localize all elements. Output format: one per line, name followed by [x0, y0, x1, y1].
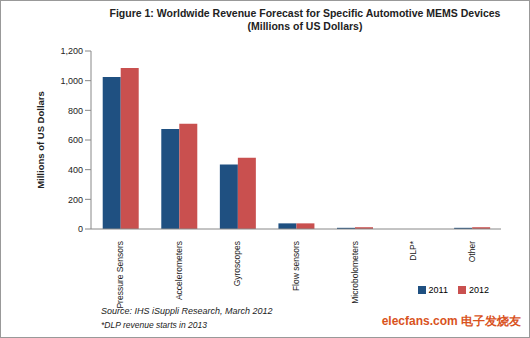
- svg-text:200: 200: [68, 195, 83, 205]
- html-text:2012: 2012: [469, 285, 489, 295]
- svg-text:Flow sensors: Flow sensors: [291, 241, 301, 291]
- svg-text:Accelerometers: Accelerometers: [174, 241, 184, 300]
- html-text:*DLP revenue starts in 2013: *DLP revenue starts in 2013: [101, 320, 207, 330]
- svg-text:400: 400: [68, 165, 83, 175]
- svg-text:Microbolometers: Microbolometers: [350, 241, 360, 304]
- svg-text:1,200: 1,200: [60, 46, 83, 56]
- svg-text:0: 0: [78, 224, 83, 234]
- svg-text:800: 800: [68, 106, 83, 116]
- html-text:Source: IHS iSuppli Research,: Source: IHS iSuppli Research, March 2012: [101, 306, 273, 316]
- svg-text:DLP*: DLP*: [408, 240, 418, 261]
- html-text:Figure 1: Worldwide Revenue Fo: Figure 1: Worldwide Revenue Forecast for…: [109, 7, 501, 19]
- svg-text:600: 600: [68, 135, 83, 145]
- svg-text:Millions of US Dollars: Millions of US Dollars: [35, 91, 46, 189]
- html-text:2011: 2011: [428, 285, 448, 295]
- svg-text:1,000: 1,000: [60, 76, 83, 86]
- html-text:elecfans.com 电子发烧友: elecfans.com 电子发烧友: [381, 314, 521, 328]
- html-text:(Millions of US Dollars): (Millions of US Dollars): [247, 20, 363, 32]
- svg-text:Pressure Sensors: Pressure Sensors: [115, 241, 125, 309]
- svg-text:Other: Other: [467, 241, 477, 262]
- svg-text:Gyroscopes: Gyroscopes: [232, 241, 242, 286]
